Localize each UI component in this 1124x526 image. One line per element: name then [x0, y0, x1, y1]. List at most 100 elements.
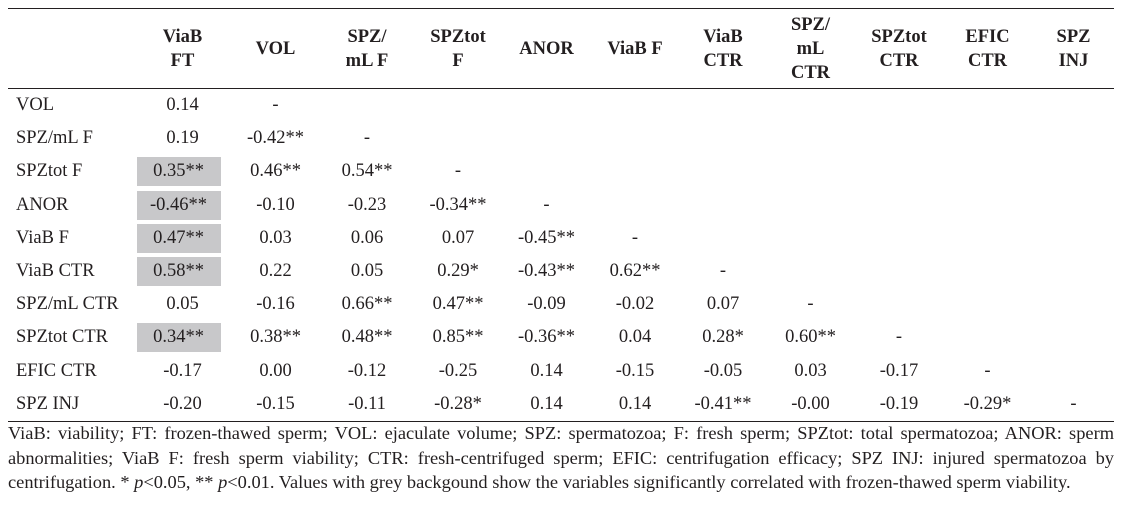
table-cell: -0.46**	[136, 189, 229, 222]
cell-value: 0.38**	[250, 327, 301, 348]
table-cell: 0.05	[322, 255, 412, 288]
table-cell: 0.35**	[136, 155, 229, 188]
table-cell	[589, 189, 681, 222]
cell-value: -	[272, 95, 279, 116]
cell-value: -	[631, 227, 639, 248]
column-header-line: SPZ/	[347, 26, 387, 47]
cell-value: 0.07	[441, 227, 475, 248]
table-cell	[942, 288, 1033, 321]
table-cell: -	[412, 155, 504, 188]
table-cell: -0.10	[229, 189, 322, 222]
table-cell	[1033, 155, 1114, 188]
column-header-line: ViaB	[703, 26, 743, 47]
table-cell: -	[322, 122, 412, 155]
correlation-table: ViaB FT VOL SPZ/mL F SPZtot F ANOR ViaB F ViaB CT…	[8, 8, 1114, 422]
cell-value: -0.36**	[517, 327, 576, 348]
table-cell: 0.14	[136, 89, 229, 123]
column-header: EFIC CTR	[942, 8, 1033, 89]
table-cell: 0.48**	[322, 321, 412, 354]
cell-value: -0.10	[256, 194, 295, 215]
column-header-line: VOL	[255, 38, 296, 59]
table-cell	[1033, 355, 1114, 388]
table-cell	[589, 122, 681, 155]
column-header-line: ViaB	[162, 26, 203, 47]
table-cell: -0.09	[504, 288, 589, 321]
table-cell: -0.05	[681, 355, 765, 388]
table-cell: 0.00	[229, 355, 322, 388]
table-cell: -	[1033, 387, 1114, 422]
cell-value: -0.05	[703, 360, 743, 381]
table-row: ANOR -0.46** -0.10 -0.23 -0.34** -	[8, 189, 1114, 222]
cell-value: -0.17	[163, 360, 202, 381]
cell-value: -0.15	[256, 393, 295, 414]
table-cell: -0.34**	[412, 189, 504, 222]
cell-value: 0.47**	[432, 294, 484, 315]
cell-value: 0.85**	[432, 327, 484, 348]
cell-value: -0.15	[615, 360, 655, 381]
cell-value: -0.20	[163, 393, 202, 414]
column-header-line: CTR	[967, 50, 1008, 71]
cell-value: -0.00	[791, 393, 830, 414]
table-cell	[942, 89, 1033, 123]
table-cell	[1033, 222, 1114, 255]
cell-value: 0.03	[259, 227, 292, 248]
cell-value: 0.03	[794, 360, 827, 381]
cell-value: -	[719, 261, 727, 282]
cell-value: -0.17	[879, 360, 919, 381]
cell-value: 0.14	[166, 95, 199, 116]
table-cell: -	[765, 288, 856, 321]
table-cell	[1033, 122, 1114, 155]
table-cell: 0.47**	[136, 222, 229, 255]
table-cell	[765, 255, 856, 288]
table-cell: 0.28*	[681, 321, 765, 354]
column-header: SPZtot CTR	[856, 8, 942, 89]
table-cell	[681, 89, 765, 123]
table-cell: -	[589, 222, 681, 255]
column-header: SPZ/mL F	[322, 8, 412, 89]
cell-value: 0.46**	[250, 161, 301, 182]
table-cell: 0.14	[504, 387, 589, 422]
column-header-line: CTR	[879, 50, 919, 71]
header-corner	[8, 8, 136, 89]
column-header: SPZtot F	[412, 8, 504, 89]
table-cell: -0.36**	[504, 321, 589, 354]
cell-value: -0.34**	[429, 194, 487, 215]
column-header-line: EFIC	[965, 26, 1010, 47]
table-cell: 0.29*	[412, 255, 504, 288]
table-row: SPZtot F 0.35** 0.46** 0.54** -	[8, 155, 1114, 188]
table-cell: 0.04	[589, 321, 681, 354]
table-row: SPZtot CTR 0.34** 0.38** 0.48** 0.85** -0.36*…	[8, 321, 1114, 354]
table-cell: -0.28*	[412, 387, 504, 422]
table-cell: -0.45**	[504, 222, 589, 255]
table-cell: -	[856, 321, 942, 354]
column-header-line: mL F	[345, 50, 389, 71]
highlighted-cell-value: 0.35**	[136, 157, 221, 187]
column-header-line: SPZtot	[430, 26, 486, 47]
table-cell: 0.14	[589, 387, 681, 422]
table-cell: -0.12	[322, 355, 412, 388]
cell-value: -0.16	[256, 294, 295, 315]
cell-value: 0.62**	[609, 261, 661, 282]
table-cell: -	[229, 89, 322, 123]
table-cell	[1033, 288, 1114, 321]
cell-value: -0.45**	[517, 227, 576, 248]
highlighted-cell-value: -0.46**	[136, 190, 221, 220]
table-cell: -0.25	[412, 355, 504, 388]
table-cell	[681, 155, 765, 188]
cell-value: -	[895, 327, 903, 348]
column-header: ViaB FT	[136, 8, 229, 89]
cell-value: 0.22	[259, 261, 292, 282]
cell-value: 0.07	[706, 294, 740, 315]
table-row: ViaB F 0.47** 0.03 0.06 0.07 -0.45** -	[8, 222, 1114, 255]
row-label: EFIC CTR	[16, 360, 97, 381]
table-cell: -0.17	[856, 355, 942, 388]
cell-value: -0.28*	[434, 393, 482, 414]
cell-value: -0.29*	[963, 393, 1012, 414]
table-cell: 0.07	[681, 288, 765, 321]
column-header-line: ANOR	[519, 38, 574, 59]
table-cell: 0.47**	[412, 288, 504, 321]
cell-value: -0.41**	[694, 393, 752, 414]
table-cell	[322, 89, 412, 123]
table-cell: -0.00	[765, 387, 856, 422]
table-cell	[504, 89, 589, 123]
